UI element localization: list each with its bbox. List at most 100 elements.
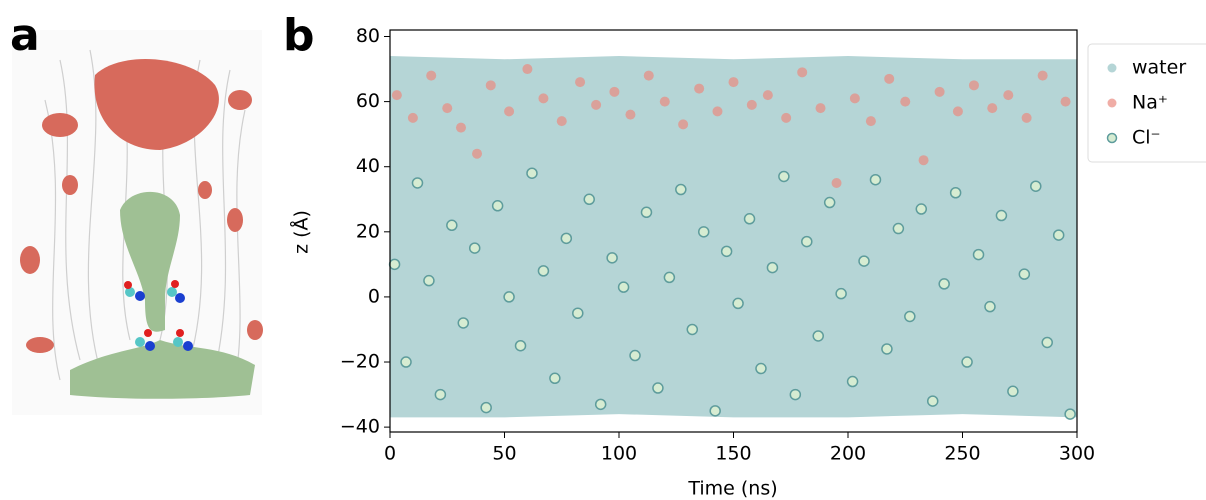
point (575, 77, 586, 88)
y-tick-label: 80 (356, 25, 380, 47)
point (884, 73, 895, 84)
point (995, 209, 1008, 222)
point (625, 109, 636, 120)
point (407, 112, 418, 123)
point (797, 67, 808, 78)
plot-area (388, 56, 1077, 420)
point (762, 90, 773, 101)
point (1060, 96, 1071, 107)
point (504, 106, 515, 117)
point (391, 90, 402, 101)
y-axis-label: z (Å) (290, 210, 313, 254)
point (411, 177, 424, 189)
point (926, 395, 939, 407)
x-tick-label: 50 (492, 443, 516, 465)
point (455, 122, 466, 133)
point (823, 196, 836, 209)
point (629, 349, 641, 362)
point (892, 222, 905, 235)
point (643, 70, 654, 81)
point (1041, 336, 1053, 349)
point (538, 93, 549, 104)
point (949, 187, 962, 199)
point (831, 177, 842, 188)
legend-label: Na⁺ (1132, 92, 1168, 114)
point (712, 106, 723, 117)
point (652, 382, 664, 394)
point (591, 99, 602, 110)
point (746, 99, 757, 110)
point (968, 80, 979, 91)
point (594, 398, 607, 411)
point (514, 339, 527, 352)
structure-image (12, 30, 263, 415)
legend-marker (1106, 132, 1118, 144)
point (434, 388, 447, 401)
point (549, 372, 561, 385)
point (789, 388, 802, 401)
point (778, 170, 790, 183)
point (849, 93, 860, 104)
point (1003, 90, 1014, 101)
panel-label: b (283, 10, 315, 61)
x-tick-label: 150 (715, 443, 751, 465)
legend: water Na⁺ Cl⁻ (1087, 43, 1206, 163)
point (697, 226, 710, 238)
point (583, 193, 595, 206)
point (480, 401, 492, 414)
point (617, 281, 630, 293)
point (869, 173, 882, 186)
point (694, 83, 705, 94)
point (1052, 229, 1065, 241)
point (858, 255, 870, 267)
point (686, 323, 699, 336)
point (485, 80, 496, 91)
point (801, 235, 813, 248)
legend-label: Cl⁻ (1132, 127, 1161, 149)
y-tick-label: 60 (356, 90, 380, 112)
point (938, 278, 950, 290)
point (815, 103, 826, 114)
point (388, 258, 401, 271)
point (442, 103, 453, 114)
point (1021, 112, 1032, 123)
point (952, 106, 963, 117)
point (1030, 180, 1042, 192)
point (663, 271, 676, 284)
point (1064, 408, 1076, 420)
point (678, 119, 689, 130)
point (446, 219, 458, 232)
point (900, 96, 911, 107)
point (812, 330, 824, 342)
x-axis-label: Time (ns) (687, 478, 777, 500)
point (526, 167, 538, 179)
point (728, 77, 739, 88)
point (1018, 268, 1031, 280)
legend-marker (1107, 98, 1117, 108)
point (503, 291, 515, 303)
point (781, 112, 792, 123)
point (1007, 385, 1019, 398)
point (743, 213, 756, 225)
point (400, 356, 412, 368)
point (1037, 70, 1048, 81)
point (572, 307, 584, 319)
point (560, 232, 573, 245)
y-tick-label: 40 (356, 155, 380, 177)
legend-label: water (1132, 57, 1186, 79)
point (846, 375, 859, 388)
point (522, 64, 533, 75)
point (659, 96, 670, 107)
point (904, 310, 916, 323)
point (915, 203, 928, 215)
point (835, 287, 847, 300)
point (457, 317, 470, 329)
y-tick-label: −20 (340, 351, 380, 373)
point (918, 155, 929, 166)
point (606, 252, 618, 264)
point (556, 116, 567, 127)
point (972, 248, 985, 261)
panel-label: a (10, 10, 40, 61)
